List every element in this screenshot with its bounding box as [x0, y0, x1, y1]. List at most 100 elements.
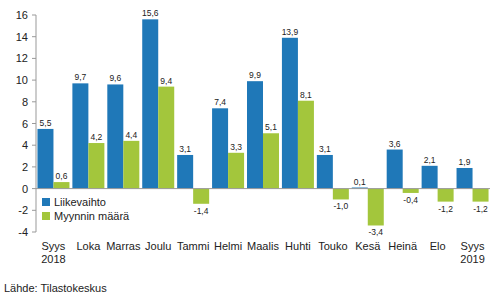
data-label: 5,5 — [40, 118, 52, 128]
y-tick — [32, 188, 36, 189]
x-tick-label: Touko — [318, 240, 347, 252]
legend-label: Myynnin määrä — [54, 210, 130, 222]
data-label: 9,9 — [249, 70, 261, 80]
legend-swatch — [42, 198, 50, 206]
bar — [473, 189, 489, 202]
x-tick-line: Huhti — [285, 240, 311, 252]
bar — [438, 189, 454, 202]
data-label: -0,4 — [403, 195, 418, 205]
x-tick-line: Elo — [430, 240, 446, 252]
bar — [193, 189, 209, 204]
bar — [88, 143, 104, 189]
x-tick-label: Syys2018 — [41, 240, 66, 265]
x-tick-line: Loka — [76, 240, 101, 252]
y-tick-label: 2 — [22, 161, 28, 173]
bar — [53, 182, 69, 189]
data-label: 7,4 — [214, 97, 226, 107]
bar — [263, 133, 279, 188]
bars — [37, 19, 488, 225]
data-label: 13,9 — [282, 27, 299, 37]
x-tick-label: Maalis — [247, 240, 279, 252]
data-label: 9,7 — [74, 72, 86, 82]
y-tick — [32, 232, 36, 233]
data-label: 8,1 — [300, 90, 312, 100]
x-tick-line: Kesä — [355, 240, 381, 252]
y-tick-label: 4 — [22, 139, 28, 151]
data-label: 4,2 — [90, 132, 102, 142]
data-label: 3,1 — [179, 144, 191, 154]
x-tick-line: Syys — [461, 240, 485, 252]
bar — [403, 189, 419, 193]
x-tick-line: Heinä — [388, 240, 418, 252]
y-tick-label: -2 — [18, 204, 28, 216]
bar — [247, 81, 263, 188]
data-label: 1,9 — [459, 157, 471, 167]
y-tick — [32, 101, 36, 102]
bar — [422, 166, 438, 189]
data-label: 2,1 — [424, 155, 436, 165]
data-label: -3,4 — [368, 227, 383, 237]
data-label: 3,3 — [230, 142, 242, 152]
y-tick-label: 6 — [22, 118, 28, 130]
x-tick-line: Joulu — [145, 240, 171, 252]
bar — [107, 84, 123, 188]
x-tick-label: Syys2019 — [460, 240, 485, 265]
data-label: -1,2 — [473, 204, 488, 214]
x-tick-line: Syys — [42, 240, 66, 252]
bar — [158, 87, 174, 189]
data-label: 3,1 — [319, 144, 331, 154]
legend-label: Liikevaihto — [54, 196, 106, 208]
y-tick-label: 0 — [22, 183, 28, 195]
x-tick-label: Kesä — [355, 240, 381, 252]
data-label: -1,2 — [438, 204, 453, 214]
data-label: -1,0 — [334, 201, 349, 211]
x-tick-label: Joulu — [145, 240, 171, 252]
bar — [142, 19, 158, 188]
x-tick-label: Heinä — [388, 240, 418, 252]
data-label: 15,6 — [142, 8, 159, 18]
bar — [387, 150, 403, 189]
x-tick-label: Loka — [76, 240, 101, 252]
y-tick-label: -4 — [18, 226, 28, 238]
bar — [457, 168, 473, 189]
data-label: -1,4 — [194, 206, 209, 216]
chart: -4-202468101214165,59,79,615,63,17,49,91… — [0, 0, 493, 304]
data-label: 4,4 — [125, 130, 137, 140]
x-tick-line: Tammi — [177, 240, 209, 252]
y-tick — [32, 58, 36, 59]
bar — [317, 155, 333, 189]
bar — [123, 141, 139, 189]
source: Lähde: Tilastokeskus — [4, 282, 107, 294]
x-tick-label: Elo — [430, 240, 446, 252]
x-tick-line: 2018 — [41, 253, 65, 265]
bar — [72, 83, 88, 188]
y-tick-label: 8 — [22, 96, 28, 108]
zero-line — [36, 188, 490, 189]
y-tick — [32, 123, 36, 124]
bar — [298, 101, 314, 189]
y-tick — [32, 210, 36, 211]
y-axis — [36, 15, 37, 232]
data-label: 5,1 — [265, 122, 277, 132]
bar — [282, 38, 298, 189]
data-label: 3,6 — [389, 139, 401, 149]
x-tick-label: Helmi — [214, 240, 242, 252]
data-label: 9,4 — [160, 76, 172, 86]
bar — [228, 153, 244, 189]
x-tick-label: Marras — [106, 240, 141, 252]
x-tick-label: Tammi — [177, 240, 209, 252]
x-tick-line: Helmi — [214, 240, 242, 252]
data-label: 0,1 — [354, 177, 366, 187]
bar — [212, 108, 228, 188]
bar — [177, 155, 193, 189]
legend-swatch — [42, 212, 50, 220]
x-tick-line: 2019 — [460, 253, 484, 265]
y-tick — [32, 80, 36, 81]
y-tick-label: 16 — [16, 9, 28, 21]
y-tick-label: 14 — [16, 31, 28, 43]
bar — [368, 189, 384, 226]
y-tick — [32, 145, 36, 146]
data-label: 9,6 — [109, 73, 121, 83]
data-label: 0,6 — [56, 171, 68, 181]
y-tick-label: 10 — [16, 74, 28, 86]
